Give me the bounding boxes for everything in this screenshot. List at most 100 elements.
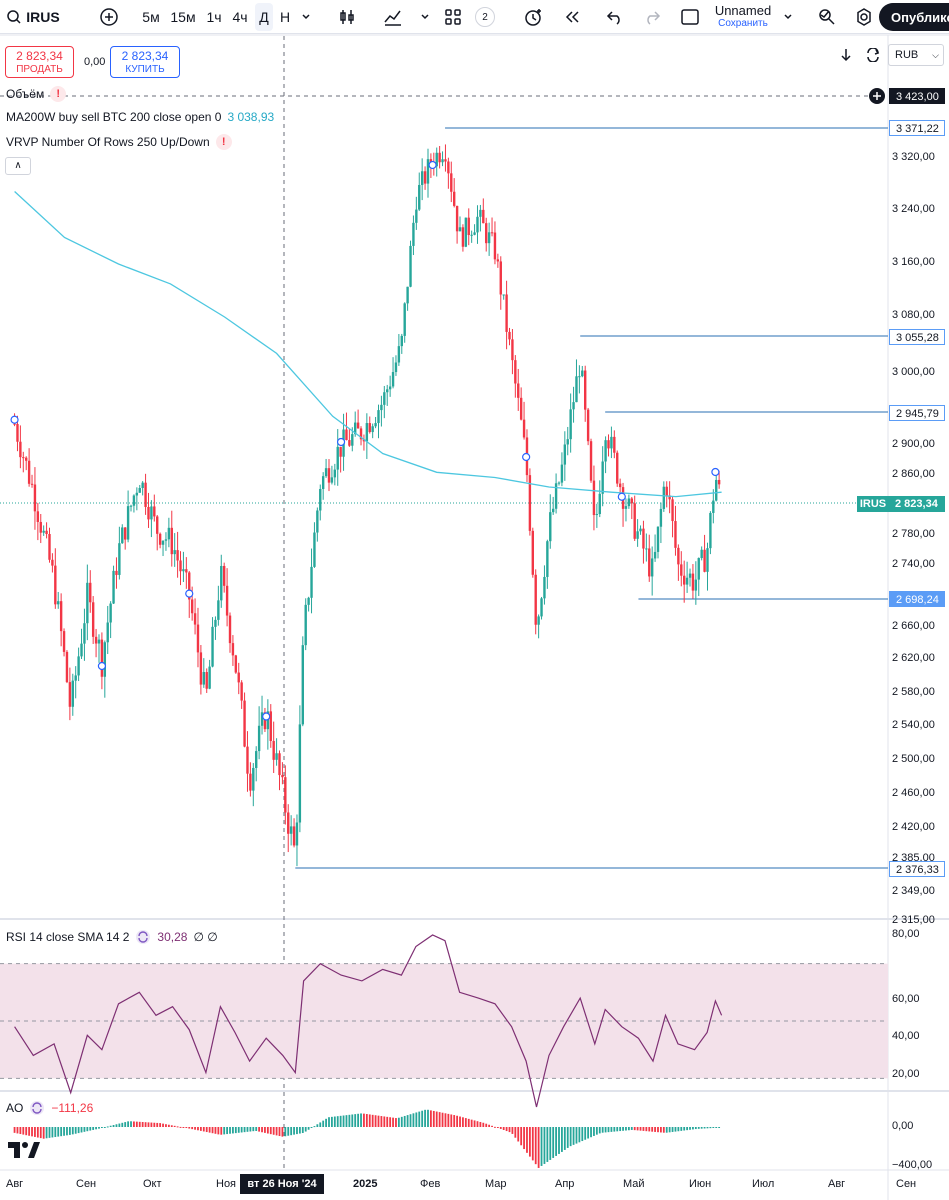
ao-bar [71, 1127, 74, 1135]
save-label[interactable]: Сохранить [718, 18, 768, 29]
warning-icon[interactable]: ! [215, 134, 232, 150]
candle-body [144, 482, 147, 507]
legend-volume[interactable]: Объём ! [6, 86, 67, 102]
legend-ao[interactable]: AO −111,26 [6, 1100, 93, 1116]
ao-bar [127, 1121, 130, 1127]
ao-bar [48, 1127, 51, 1138]
time-tick: 2025 [353, 1178, 378, 1190]
ao-bar [124, 1122, 127, 1127]
rsi-tick: 40,00 [892, 1030, 920, 1042]
candle-body [627, 498, 631, 507]
ao-bar [566, 1127, 569, 1148]
ao-bar [322, 1120, 325, 1127]
price-tick: 2 315,00 [892, 914, 935, 926]
ao-bar [380, 1116, 383, 1127]
tradingview-logo[interactable] [8, 1140, 40, 1160]
currency-select[interactable]: RUB ⌵ [888, 44, 944, 66]
candle-body [383, 392, 386, 405]
sync-icon[interactable] [29, 1100, 45, 1116]
layout-square-icon[interactable] [678, 0, 702, 34]
legend-vrvp[interactable]: VRVP Number Of Rows 250 Up/Down ! [6, 134, 232, 150]
collapse-legend-button[interactable]: ∧ [5, 157, 31, 175]
ao-bar [272, 1127, 275, 1135]
candle-body [327, 468, 331, 483]
interval-week[interactable]: Н [279, 9, 291, 25]
alert-clock-icon[interactable] [521, 0, 545, 34]
ao-bar [194, 1127, 196, 1130]
chevron-down-icon[interactable] [780, 0, 796, 34]
ao-bar [694, 1127, 697, 1130]
time-tick: Май [623, 1178, 645, 1190]
ao-bar [237, 1127, 240, 1133]
candle-body [304, 604, 307, 646]
redo-icon[interactable] [641, 0, 663, 34]
interval-4h[interactable]: 4ч [232, 9, 248, 25]
candle-body [240, 682, 243, 701]
candle-body [51, 559, 54, 566]
compare-add-icon[interactable] [97, 0, 121, 34]
ao-bar [130, 1121, 132, 1127]
chevron-down-icon[interactable] [298, 0, 314, 34]
candle-body [706, 548, 709, 572]
candle-body [397, 346, 401, 363]
candle-body [36, 511, 40, 522]
ao-bar [264, 1127, 266, 1133]
quick-search-icon[interactable] [815, 0, 839, 34]
candle-body [243, 700, 246, 747]
interval-15m[interactable]: 15м [170, 9, 196, 25]
candle-body [292, 826, 296, 846]
symbol-name[interactable]: IRUS [26, 9, 60, 25]
warning-icon[interactable]: ! [50, 86, 67, 102]
candle-body [543, 576, 546, 599]
search-icon[interactable] [0, 0, 28, 34]
candle-body [65, 651, 69, 683]
candle-body [156, 516, 159, 534]
legend-vrvp-label: VRVP Number Of Rows 250 Up/Down [6, 135, 210, 149]
price-tick: 2 460,00 [892, 787, 935, 799]
ao-bar [150, 1122, 153, 1127]
ao-bar [39, 1127, 42, 1139]
candle-body [284, 777, 287, 813]
settings-gear-icon[interactable] [852, 0, 876, 34]
sync-icon[interactable] [135, 929, 151, 945]
ao-bar [147, 1122, 150, 1127]
buy-button[interactable]: 2 823,34 КУПИТЬ [110, 46, 180, 78]
candle-body [298, 724, 302, 823]
ao-bar [494, 1126, 496, 1128]
refresh-icon[interactable] [862, 44, 884, 66]
layout-name[interactable]: Unnamed Сохранить [712, 3, 774, 29]
candle-body [354, 422, 357, 435]
ao-bar [106, 1126, 109, 1128]
layout-grid-icon[interactable] [442, 0, 464, 34]
ao-bar [502, 1127, 505, 1130]
interval-day[interactable]: Д [255, 3, 273, 31]
publish-button[interactable]: Опублико [879, 3, 949, 31]
indicators-icon[interactable] [381, 0, 405, 34]
candle-body [554, 483, 558, 509]
sell-button[interactable]: 2 823,34 ПРОДАТЬ [5, 46, 74, 78]
replay-icon[interactable] [560, 0, 584, 34]
ao-bar [648, 1127, 651, 1132]
arrow-down-icon[interactable] [835, 44, 857, 66]
ao-bar [610, 1127, 613, 1132]
ao-bar [345, 1115, 348, 1127]
ao-bar [121, 1122, 124, 1127]
candle-body [610, 436, 613, 449]
interval-1h[interactable]: 1ч [206, 9, 222, 25]
legend-rsi[interactable]: RSI 14 close SMA 14 2 30,28 ∅ ∅ [6, 929, 218, 945]
legend-ma[interactable]: MA200W buy sell BTC 200 close open 0 3 0… [6, 110, 274, 124]
ao-bar [447, 1113, 450, 1127]
interval-5m[interactable]: 5м [142, 9, 160, 25]
chevron-down-icon[interactable] [418, 0, 432, 34]
ao-bar [348, 1114, 351, 1127]
layout-count-badge[interactable]: 2 [474, 0, 496, 34]
ao-bar [424, 1109, 426, 1127]
ao-bar [36, 1127, 39, 1138]
candles-icon[interactable] [336, 0, 358, 34]
undo-icon[interactable] [604, 0, 626, 34]
candle-body [581, 370, 584, 377]
candle-body [685, 577, 689, 585]
ao-bar [575, 1127, 578, 1144]
candle-body [266, 711, 270, 730]
